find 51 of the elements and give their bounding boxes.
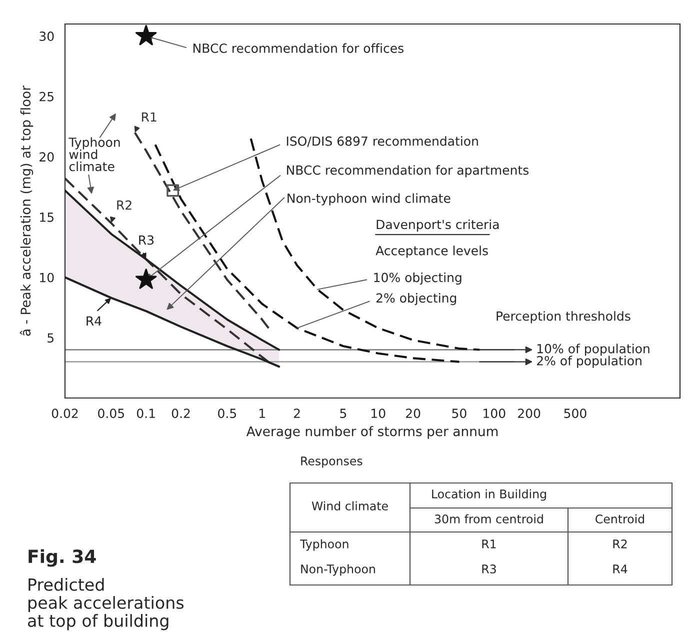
x-tick-label: 100 [484,408,506,418]
x-tick-label: 50 [452,408,466,418]
annotation: ISO/DIS 6897 recommendation [286,136,478,147]
y-tick-label: 10 [40,272,54,282]
x-tick-label: 0.1 [136,408,155,418]
text: R1 [482,540,496,548]
x-tick-label: 5 [340,408,346,418]
annotation: 10% objecting [374,272,462,285]
ref-line-label: 10% of population [537,344,650,356]
annotation: NBCC recommendation for apartments [287,165,529,178]
annotation: Perception thresholds [496,311,630,324]
x-tick-label: 200 [518,408,540,418]
text: Typhoon [300,539,348,551]
annotation: Typhoon wind climate [68,137,120,172]
text: R2 [613,539,627,548]
annotation: Acceptance levels [376,246,488,258]
annotation: NBCC recommendation for offices [193,43,404,53]
annotation: 2% objecting [376,293,456,306]
x-tick-label: 0.02 [52,408,78,418]
y-tick-label: 30 [40,32,54,41]
text: Location in Building [432,489,546,501]
text: Centroid [596,514,644,524]
text: Fig. 34 [28,549,96,567]
y-axis-title: â - Peak acceleration (mg) at top floor [20,85,34,336]
x-tick-label: 500 [564,408,586,418]
text: Predicted peak accelerations at top of building [28,578,184,630]
text: R4 [613,564,628,574]
series-label: R2 [117,200,132,210]
x-tick-label: 20 [406,408,420,418]
text: Responses [301,456,362,468]
y-tick-label: 25 [40,92,54,102]
y-tick-label: 15 [40,212,54,222]
annotation: Non-typhoon wind climate [288,193,450,206]
text: R3 [482,564,496,574]
x-axis-title: Average number of storms per annum [246,426,498,439]
text: Wind climate [312,501,388,510]
annotation: Davenport's criteria [376,219,499,232]
x-tick-label: 1 [260,408,265,418]
series-label: R4 [86,316,102,326]
x-tick-label: 2 [294,408,300,418]
text: Non-Typhoon [301,564,375,576]
x-tick-label: 0.05 [98,408,124,418]
y-tick-label: 5 [48,333,54,343]
ref-line-label: 2% of population [537,356,642,368]
text: 30m from centroid [434,514,543,524]
x-tick-label: 0.5 [218,408,236,418]
x-tick-label: 0.2 [172,408,190,418]
y-tick-label: 20 [40,152,54,162]
series-label: R1 [142,112,156,122]
series-label: R3 [139,235,154,245]
x-tick-label: 10 [372,408,386,418]
